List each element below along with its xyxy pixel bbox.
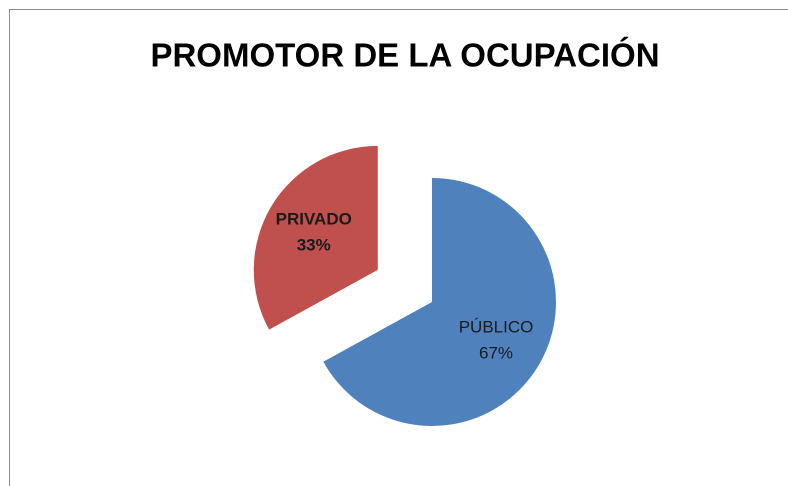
slice-value-label: 33% <box>297 236 331 255</box>
chart-title: PROMOTOR DE LA OCUPACIÓN <box>150 37 659 74</box>
slice-name: PRIVADO <box>276 210 352 229</box>
pie-slice <box>323 178 556 426</box>
slice-value-label: 67% <box>479 343 513 362</box>
slice-name: PÚBLICO <box>459 317 534 336</box>
pie-slice <box>253 145 378 330</box>
